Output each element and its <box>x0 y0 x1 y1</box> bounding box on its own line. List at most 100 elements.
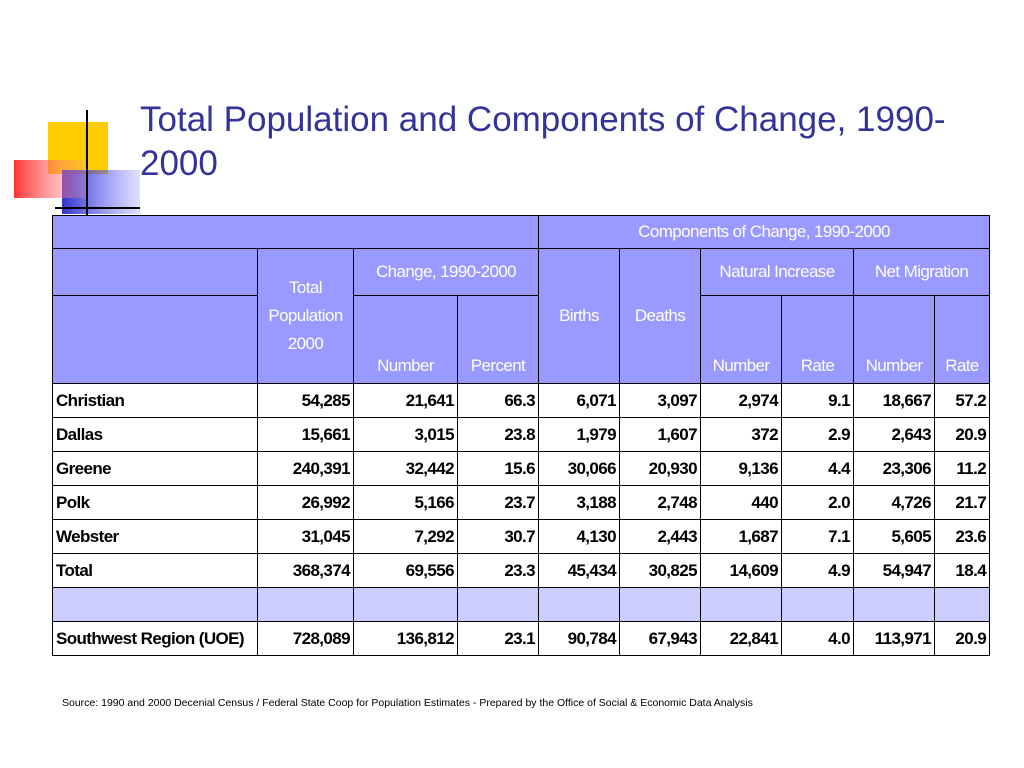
data-cell: 66.3 <box>457 383 539 418</box>
logo <box>14 110 140 215</box>
data-cell: 32,442 <box>353 451 458 486</box>
empty-cell <box>538 587 620 622</box>
data-cell: 23.7 <box>457 485 539 520</box>
column-header: Births <box>538 248 620 384</box>
data-cell: 54,947 <box>853 553 935 588</box>
row-label: Southwest Region (UOE) <box>52 621 258 656</box>
data-cell: 4,130 <box>538 519 620 554</box>
data-cell: 21,641 <box>353 383 458 418</box>
data-cell: 6,071 <box>538 383 620 418</box>
data-cell: 2,443 <box>619 519 701 554</box>
data-cell: 113,971 <box>853 621 935 656</box>
empty-cell <box>700 587 782 622</box>
data-cell: 22,841 <box>700 621 782 656</box>
sub-header: Rate <box>781 295 854 384</box>
data-cell: 372 <box>700 417 782 452</box>
data-cell: 90,784 <box>538 621 620 656</box>
table-row: Webster 31,045 7,292 30.7 4,130 2,443 1,687 7.1… <box>52 519 991 554</box>
data-cell: 30,066 <box>538 451 620 486</box>
row-label: Greene <box>52 451 258 486</box>
sub-header: Percent <box>457 295 539 384</box>
row-label: Dallas <box>52 417 258 452</box>
data-cell: 45,434 <box>538 553 620 588</box>
data-cell: 23,306 <box>853 451 935 486</box>
data-cell: 136,812 <box>353 621 458 656</box>
table-row <box>52 587 991 622</box>
column-header: Net Migration <box>852 248 991 296</box>
data-cell: 57.2 <box>933 383 991 418</box>
table-row: Greene 240,391 32,442 15.6 30,066 20,930 9,136… <box>52 451 991 486</box>
data-cell: 67,943 <box>619 621 701 656</box>
header-cell <box>52 295 258 384</box>
data-cell: 20,930 <box>619 451 701 486</box>
data-cell: 18.4 <box>933 553 991 588</box>
source-note: Source: 1990 and 2000 Decenial Census / … <box>62 697 753 709</box>
data-cell: 5,605 <box>853 519 935 554</box>
data-cell: 4,726 <box>853 485 935 520</box>
row-label: Polk <box>52 485 258 520</box>
column-header: Change, 1990-2000 <box>353 248 539 296</box>
data-cell: 26,992 <box>257 485 354 520</box>
red-bar <box>14 160 86 198</box>
empty-cell <box>353 587 458 622</box>
table-row: Components of Change, 1990-2000 <box>52 215 991 249</box>
sub-header: Number <box>700 295 782 384</box>
data-cell: 15.6 <box>457 451 539 486</box>
row-label: Total <box>52 553 258 588</box>
empty-cell <box>52 587 258 622</box>
data-cell: 20.9 <box>933 621 991 656</box>
data-cell: 30,825 <box>619 553 701 588</box>
data-cell: 7.1 <box>781 519 854 554</box>
sub-header: Number <box>853 295 935 384</box>
empty-cell <box>933 587 991 622</box>
table-row: Dallas 15,661 3,015 23.8 1,979 1,607 372 2.9 2,6… <box>52 417 991 452</box>
data-cell: 9,136 <box>700 451 782 486</box>
table-row: Christian 54,285 21,641 66.3 6,071 3,097 2,974… <box>52 383 991 418</box>
table-row: Southwest Region (UOE) 728,089 136,812 23.1… <box>52 621 991 656</box>
data-cell: 54,285 <box>257 383 354 418</box>
data-cell: 240,391 <box>257 451 354 486</box>
data-cell: 5,166 <box>353 485 458 520</box>
row-label: Christian <box>52 383 258 418</box>
empty-cell <box>619 587 701 622</box>
data-cell: 11.2 <box>933 451 991 486</box>
data-cell: 368,374 <box>257 553 354 588</box>
data-cell: 31,045 <box>257 519 354 554</box>
title: Total Population and Components of Chang… <box>140 100 946 183</box>
table-row: Polk 26,992 5,166 23.7 3,188 2,748 440 2.0 4,726… <box>52 485 991 520</box>
column-header: Total Population 2000 <box>257 248 354 384</box>
data-cell: 30.7 <box>457 519 539 554</box>
data-cell: 2.9 <box>781 417 854 452</box>
data-cell: 440 <box>700 485 782 520</box>
row-label: Webster <box>52 519 258 554</box>
data-cell: 1,607 <box>619 417 701 452</box>
data-cell: 4.4 <box>781 451 854 486</box>
data-table: Components of Change, 1990-2000 Total Pop… <box>52 215 991 656</box>
data-cell: 23.1 <box>457 621 539 656</box>
data-cell: 7,292 <box>353 519 458 554</box>
data-cell: 3,015 <box>353 417 458 452</box>
empty-cell <box>257 587 354 622</box>
empty-cell <box>781 587 854 622</box>
group-header: Components of Change, 1990-2000 <box>537 215 991 249</box>
data-cell: 2.0 <box>781 485 854 520</box>
data-cell: 4.0 <box>781 621 854 656</box>
table-row: Number Percent Number Rate Number Rate <box>52 295 991 384</box>
data-cell: 1,979 <box>538 417 620 452</box>
data-cell: 15,661 <box>257 417 354 452</box>
column-header: Natural Increase <box>700 248 854 296</box>
data-cell: 3,097 <box>619 383 701 418</box>
data-cell: 2,974 <box>700 383 782 418</box>
header-cell <box>52 248 258 296</box>
data-cell: 69,556 <box>353 553 458 588</box>
data-cell: 2,748 <box>619 485 701 520</box>
data-cell: 3,188 <box>538 485 620 520</box>
data-cell: 14,609 <box>700 553 782 588</box>
data-cell: 18,667 <box>853 383 935 418</box>
data-cell: 2,643 <box>853 417 935 452</box>
sub-header: Rate <box>933 295 991 384</box>
data-cell: 23.8 <box>457 417 539 452</box>
data-cell: 20.9 <box>933 417 991 452</box>
data-cell: 1,687 <box>700 519 782 554</box>
data-cell: 728,089 <box>257 621 354 656</box>
